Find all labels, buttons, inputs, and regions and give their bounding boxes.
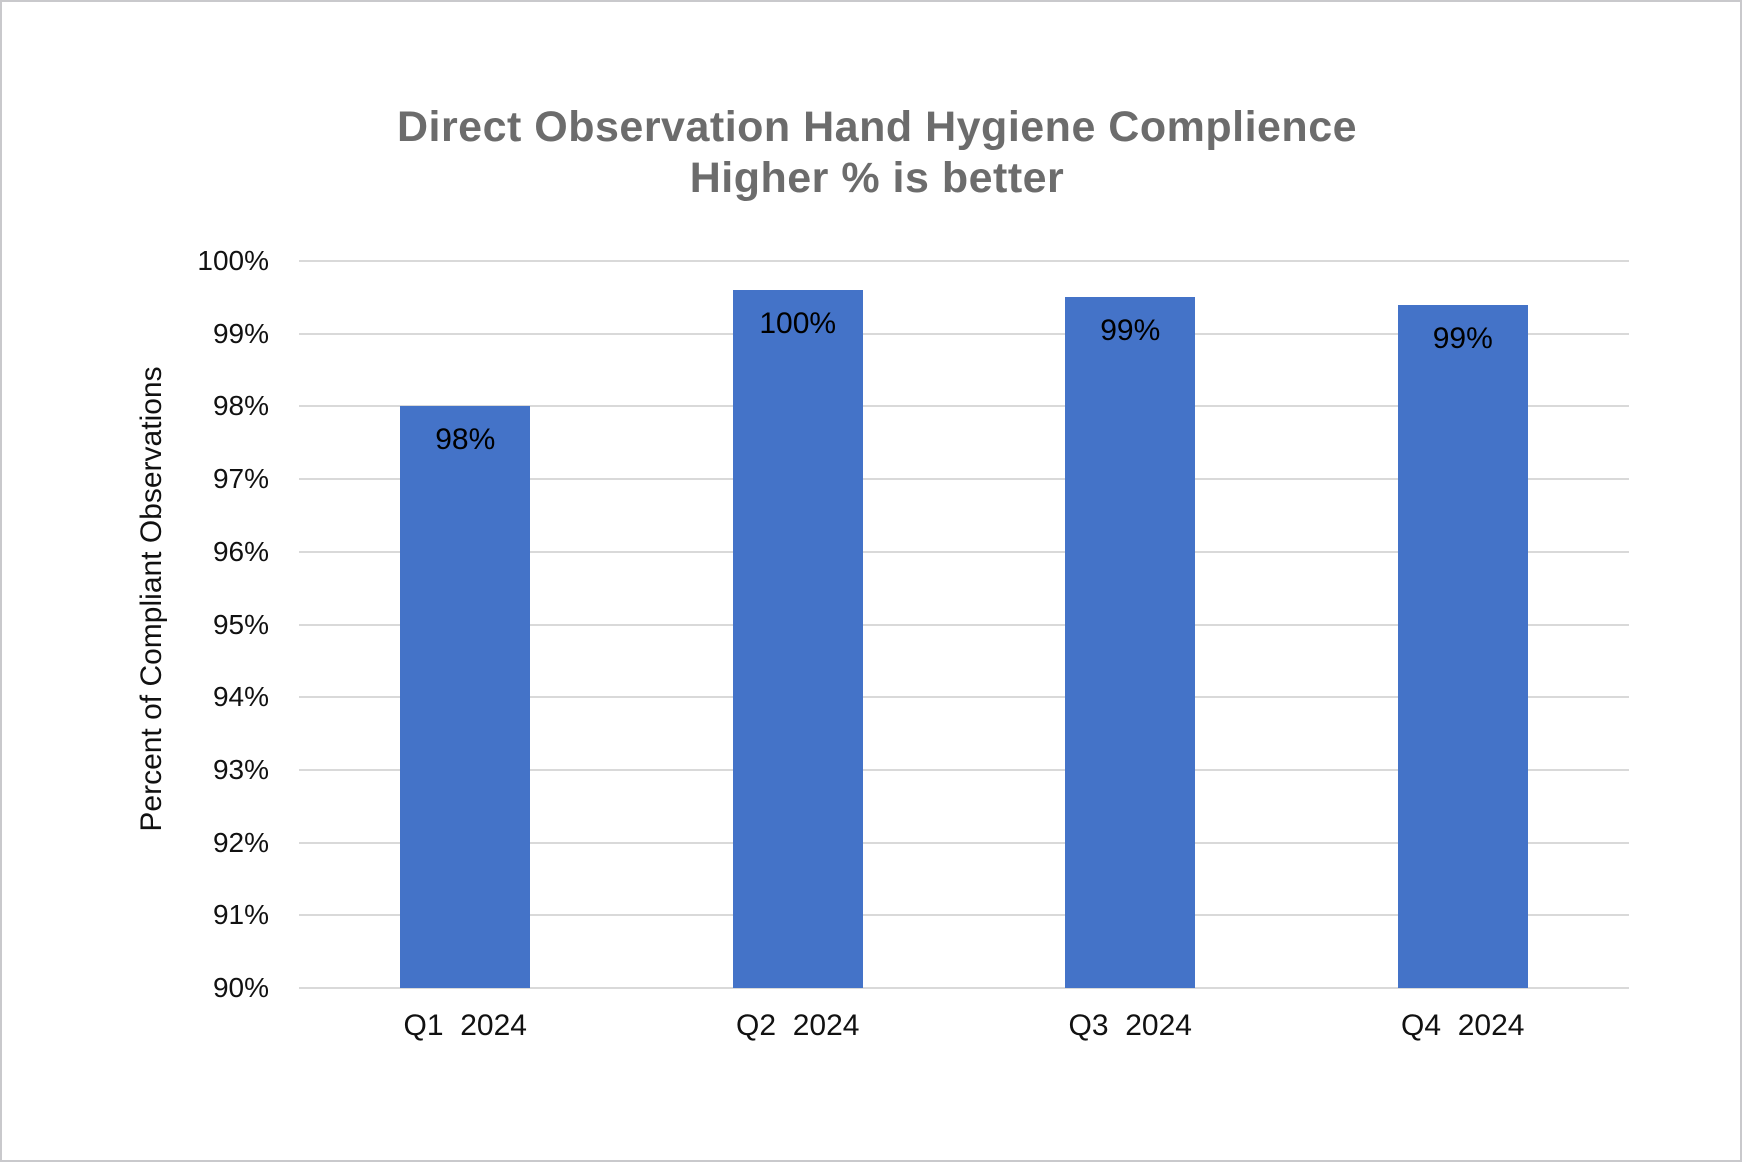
y-tick-label: 97%: [212, 463, 269, 495]
gridline: [299, 768, 1629, 771]
y-tick-label: 95%: [212, 608, 269, 640]
gridline: [299, 696, 1629, 699]
y-tick-label: 93%: [212, 753, 269, 785]
bar-value-label: 100%: [759, 307, 837, 341]
chart-title: Direct Observation Hand Hygiene Complien…: [396, 103, 1358, 151]
gridline: [299, 914, 1629, 917]
bar: 100%: [732, 290, 863, 988]
x-tick-label: Q1 2024: [403, 1009, 527, 1042]
gridline: [299, 623, 1629, 626]
y-tick-label: 99%: [212, 317, 269, 349]
gridline: [299, 478, 1629, 481]
gridline: [299, 550, 1629, 553]
bar-value-label: 99%: [1100, 314, 1161, 348]
y-tick-label: 92%: [212, 826, 269, 858]
y-tick-label: 96%: [212, 535, 269, 567]
bar: 99%: [1397, 304, 1528, 988]
y-tick-label: 98%: [212, 390, 269, 422]
y-tick-label: 90%: [212, 972, 269, 1003]
bar-value-label: 99%: [1432, 321, 1493, 355]
bar: 99%: [1065, 297, 1196, 988]
bar-value-label: 98%: [435, 423, 496, 457]
y-tick-label: 91%: [212, 899, 269, 931]
gridline: [299, 260, 1629, 262]
gridline: [299, 405, 1629, 408]
bar: 98%: [400, 406, 531, 988]
x-tick-label: Q2 2024: [736, 1009, 860, 1042]
gridline: [299, 841, 1629, 844]
x-tick-label: Q3 2024: [1068, 1009, 1192, 1042]
chart-subtitle: Higher % is better: [689, 153, 1065, 202]
y-tick-label: 100%: [197, 245, 269, 276]
gridline: [299, 332, 1629, 335]
gridline: [299, 987, 1629, 989]
x-tick-label: Q4 2024: [1401, 1009, 1525, 1042]
chart-title-block: Direct Observation Hand Hygiene Complien…: [277, 102, 1477, 203]
y-tick-label: 94%: [212, 681, 269, 713]
